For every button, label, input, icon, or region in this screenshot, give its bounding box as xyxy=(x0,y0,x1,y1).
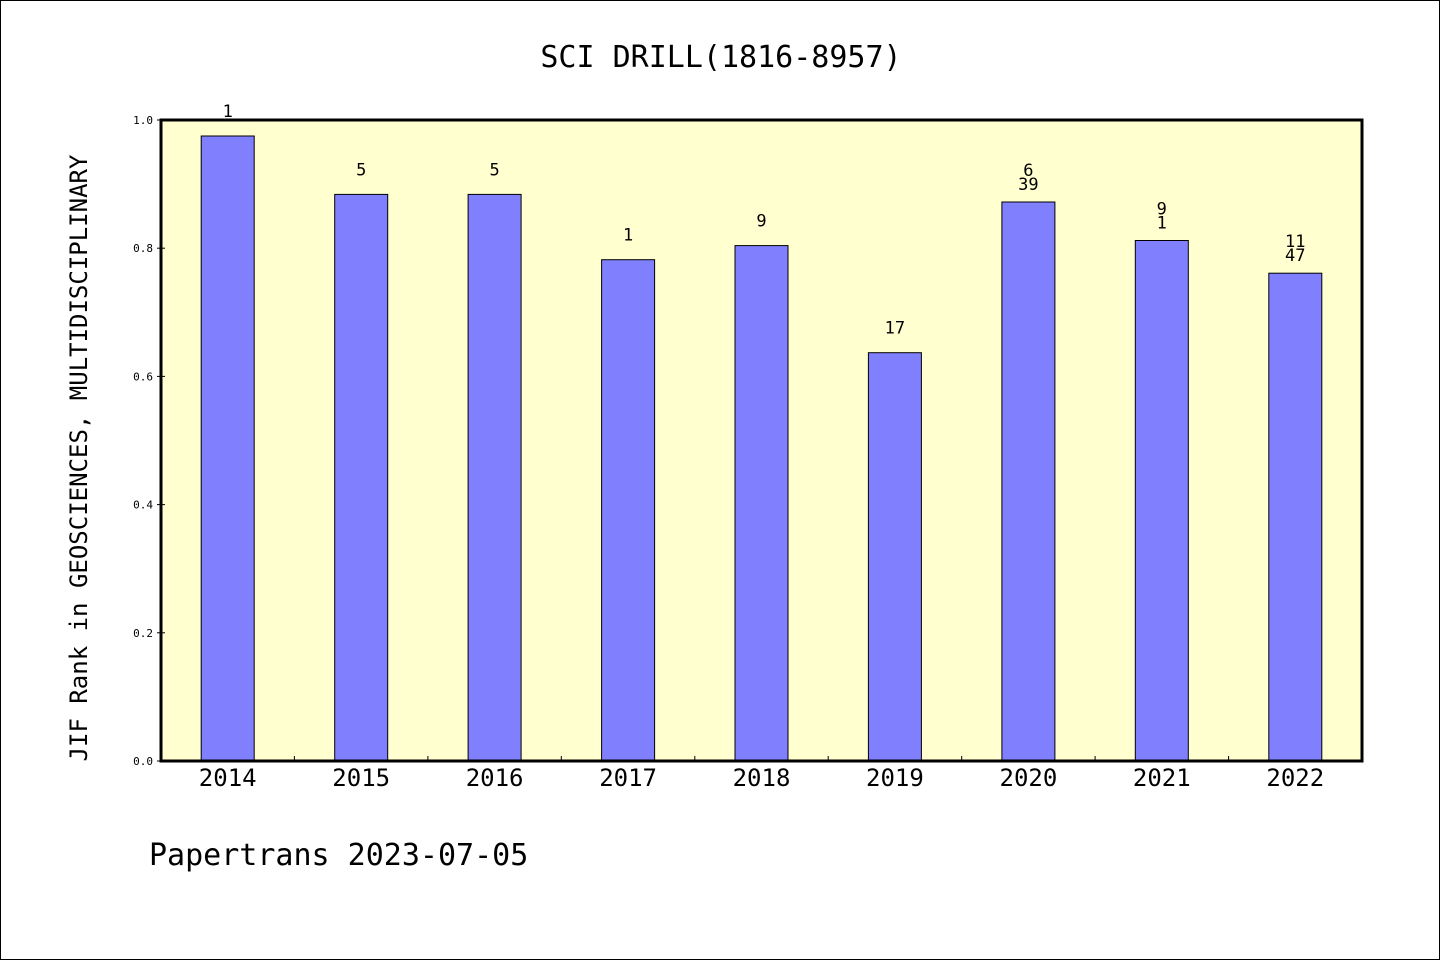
bar-label-2020-1: 6 xyxy=(1023,161,1033,181)
bar-label-2017: 1 xyxy=(623,226,633,246)
y-tick-label-0.6: 0.6 xyxy=(133,370,153,383)
x-tick-label-2020: 2020 xyxy=(1000,764,1058,792)
bar-label-2022-1: 11 xyxy=(1285,232,1305,252)
bar-2015 xyxy=(334,193,389,762)
bar-2021 xyxy=(1134,240,1189,762)
footer-text: Papertrans 2023-07-05 xyxy=(149,838,528,873)
chart-title: SCI DRILL(1816-8957) xyxy=(540,40,901,75)
x-axis-ticks: 2014 2015 2016 2017 2018 2019 2020 2021 2022 xyxy=(199,756,1324,792)
bar-label-2019: 17 xyxy=(885,319,905,339)
x-tick-label-2018: 2018 xyxy=(733,764,791,792)
bar-2019 xyxy=(867,352,922,762)
y-tick-label-0.4: 0.4 xyxy=(133,499,153,512)
bar-label-2020-2: 39 xyxy=(1018,175,1038,195)
bar-2022 xyxy=(1268,272,1323,762)
y-tick-label-0.8: 0.8 xyxy=(133,242,153,255)
bar-label-2022-2: 47 xyxy=(1285,246,1305,266)
bar-label-2021-2: 1 xyxy=(1157,214,1167,234)
y-axis-label: JIF Rank in GEOSCIENCES, MULTIDISCIPLINA… xyxy=(65,154,93,761)
plot-border xyxy=(159,118,1364,763)
x-tick-label-2019: 2019 xyxy=(866,764,924,792)
bar-label-2014: 1 xyxy=(223,102,233,122)
bar-2017 xyxy=(601,259,656,762)
x-tick-label-2017: 2017 xyxy=(599,764,657,792)
bar-2016 xyxy=(467,193,522,762)
bars-group xyxy=(200,135,1323,762)
bar-2020 xyxy=(1001,201,1056,762)
bar-2014 xyxy=(200,135,255,762)
bar-label-2015: 5 xyxy=(356,160,366,180)
bar-label-2021-1: 9 xyxy=(1157,200,1167,220)
x-tick-label-2021: 2021 xyxy=(1133,764,1191,792)
y-tick-label-0.0: 0.0 xyxy=(133,755,153,768)
x-tick-label-2015: 2015 xyxy=(332,764,390,792)
y-axis-ticks: 0.0 0.2 0.4 0.6 0.8 1.0 xyxy=(133,114,165,768)
bar-2018 xyxy=(734,245,789,762)
y-tick-label-1.0: 1.0 xyxy=(133,114,153,127)
x-tick-label-2014: 2014 xyxy=(199,764,257,792)
x-tick-label-2022: 2022 xyxy=(1266,764,1324,792)
x-tick-label-2016: 2016 xyxy=(466,764,524,792)
y-tick-label-0.2: 0.2 xyxy=(133,627,153,640)
bar-label-2016: 5 xyxy=(489,160,499,180)
bar-label-2018: 9 xyxy=(756,212,766,232)
